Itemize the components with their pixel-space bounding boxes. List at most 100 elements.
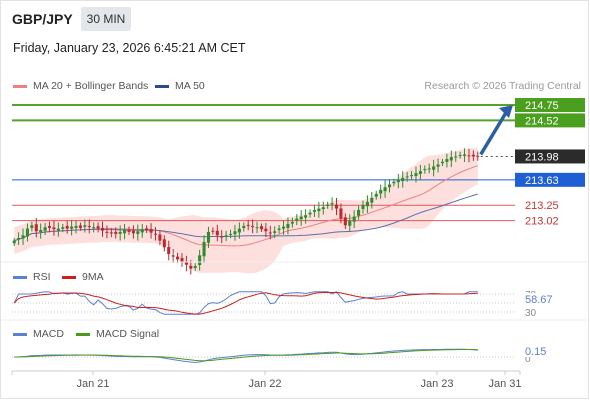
candle [467,148,471,163]
candle-body [357,209,361,216]
candle-body [440,161,445,164]
candle [401,171,405,188]
candle-body [339,208,343,219]
candle [78,222,82,231]
x-axis: Jan 21 Jan 22 Jan 23 Jan 31 [11,370,522,390]
legend-ma50-label: MA 50 [175,80,205,92]
candle-body [158,234,162,241]
candle-body [308,212,312,215]
candle-body [259,226,263,230]
candle [427,163,431,174]
candle-body [445,159,449,162]
candle [290,217,294,228]
candle [87,219,91,234]
candle-body [326,204,330,206]
candle [387,179,392,193]
ma50-line [14,193,478,242]
candle-body [52,227,56,230]
timeframe-button[interactable]: 30 MIN [81,7,131,31]
candle [374,190,378,200]
candle [326,201,330,209]
candle-body [410,175,414,177]
x-tick-label: Jan 21 [76,378,109,390]
candle-body [277,228,281,230]
candle-body [96,226,100,229]
level-label-resistance: 214.52 [525,115,559,127]
ma20-swatch [13,84,27,88]
legend-ma20-label: MA 20 + Bollinger Bands [33,80,149,92]
candle [61,223,65,233]
candle-body [127,229,131,232]
candle-body [264,228,268,232]
candle-body [43,227,47,231]
candle-body [171,255,175,257]
candle-body [87,226,91,228]
legend-ma20: MA 20 + Bollinger Bands [13,80,148,92]
arrow-shaft [479,110,509,156]
candle-body [21,235,25,239]
candle [458,151,462,159]
level-tag-resistance [515,98,585,113]
candle-body [449,157,453,161]
candle [162,235,166,252]
macd-swatch [13,332,27,336]
candle-body [100,227,105,231]
legend-rsi: RSI [13,271,51,283]
candle [56,222,60,237]
candle [206,226,211,248]
candle-body [34,224,38,232]
candle-body [153,233,158,235]
candle-body [220,236,224,238]
legend-macd: MACD [13,328,64,340]
candle-body [17,237,21,240]
candle-body [290,221,294,224]
candle-body [136,231,140,234]
candle-body [299,216,303,220]
candle-body [70,226,74,229]
candle-body [61,227,65,229]
candle [21,228,25,245]
candle-body [30,225,34,228]
candle [321,201,325,215]
candle [171,249,175,263]
candle [220,230,224,244]
candle-body [374,193,378,197]
candle-body [198,255,202,265]
moving-averages [14,165,478,247]
candle [255,221,259,234]
candle [246,219,250,231]
rsi-ma-swatch [62,275,76,279]
candle [140,223,144,238]
candle [476,151,480,161]
x-tick-label: Jan 22 [248,378,281,390]
candle [339,203,343,224]
level-label-pivot: 213.63 [525,175,559,187]
candle-body [330,203,334,205]
candle-body [334,204,339,209]
legend-rsi-ma: 9MA [62,271,104,283]
candle [295,214,299,226]
candle-body [432,166,436,170]
candle-body [56,228,60,231]
candle [304,209,308,224]
candle-body [233,231,237,235]
credit-text: Research © 2026 Trading Central [424,80,581,92]
candle [109,228,113,238]
candle-body [131,230,135,234]
x-tick-label: Jan 23 [420,378,453,390]
candle [92,222,96,233]
candle [52,220,56,236]
candle [25,223,29,242]
candle [193,263,197,271]
ma50-swatch [155,84,169,88]
candle-body [361,205,365,209]
candle [83,219,87,233]
candle-body [295,218,299,221]
rsi-value-bg [521,293,569,306]
candle [286,217,290,235]
macd-signal-line [14,349,478,362]
candle-body [193,266,197,268]
candle-body [273,231,277,233]
candle [299,210,303,226]
candle-body [39,229,43,233]
